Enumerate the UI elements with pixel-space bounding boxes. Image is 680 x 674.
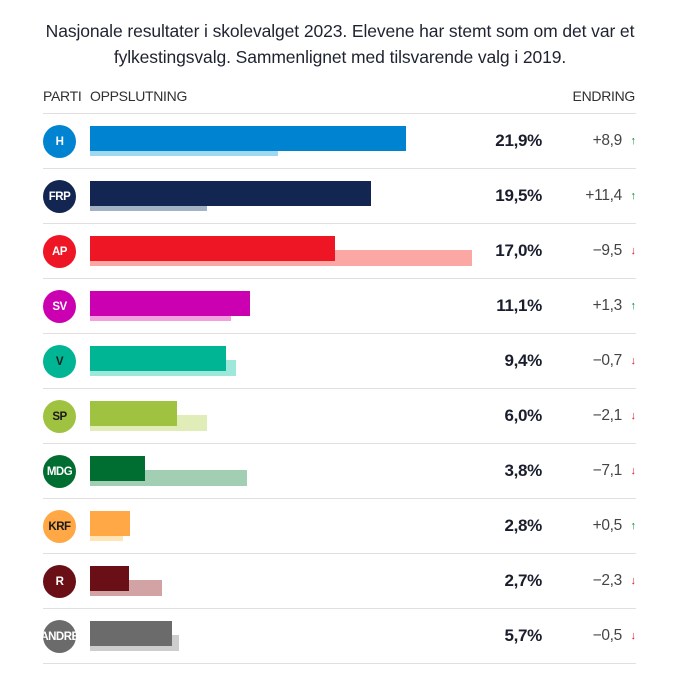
bar-group (90, 279, 490, 333)
arrow-down-icon: ↓ (630, 355, 637, 367)
arrow-down-icon: ↓ (630, 410, 637, 422)
arrow-down-icon: ↓ (630, 465, 637, 477)
bar-2023 (90, 181, 372, 206)
bar-group (90, 609, 490, 663)
party-badge: AP (43, 235, 76, 268)
party-results-list: H 21,9% +8,9 ↑ FRP 19,5% +11,4 ↑ AP 17,0% −9,5 ↓ SV 1… (43, 113, 636, 664)
bar-group (90, 169, 490, 223)
value-label: 3,8% (504, 461, 542, 480)
bar-group (90, 334, 490, 388)
table-row: AP 17,0% −9,5 ↓ (43, 223, 636, 278)
bar-group (90, 554, 490, 608)
table-row: FRP 19,5% +11,4 ↑ (43, 168, 636, 223)
column-header-party: PARTI (43, 88, 82, 104)
bar-2023 (90, 236, 336, 261)
value-label: 11,1% (496, 296, 542, 315)
value-label: 6,0% (504, 406, 542, 425)
arrow-up-icon: ↑ (630, 520, 637, 532)
party-badge: H (43, 125, 76, 158)
bar-2023 (90, 456, 145, 481)
value-label: 19,5% (495, 186, 542, 205)
bar-2023 (90, 291, 251, 316)
bar-2023 (90, 346, 226, 371)
arrow-up-icon: ↑ (630, 300, 637, 312)
change-label: +8,9 (592, 132, 623, 149)
party-badge: SV (43, 290, 76, 323)
bar-2023 (90, 401, 177, 426)
arrow-down-icon: ↓ (630, 575, 637, 587)
value-label: 5,7% (504, 626, 542, 645)
table-row: ANDRE 5,7% −0,5 ↓ (43, 608, 636, 664)
party-badge: R (43, 565, 76, 598)
table-row: SV 11,1% +1,3 ↑ (43, 278, 636, 333)
party-badge: ANDRE (43, 620, 76, 653)
bar-2023 (90, 621, 173, 646)
bar-group (90, 444, 490, 498)
change-label: −0,7 (592, 352, 623, 369)
table-row: V 9,4% −0,7 ↓ (43, 333, 636, 388)
party-badge: V (43, 345, 76, 378)
bar-2023 (90, 566, 129, 591)
arrow-down-icon: ↓ (630, 630, 637, 642)
table-row: H 21,9% +8,9 ↑ (43, 113, 636, 168)
party-badge: MDG (43, 455, 76, 488)
bar-2023 (90, 126, 406, 151)
arrow-up-icon: ↑ (630, 135, 637, 147)
change-label: −0,5 (592, 627, 623, 644)
table-row: SP 6,0% −2,1 ↓ (43, 388, 636, 443)
change-label: −2,3 (592, 572, 623, 589)
bar-group (90, 499, 490, 553)
party-badge: KRF (43, 510, 76, 543)
value-label: 2,8% (504, 516, 542, 535)
change-label: +11,4 (585, 187, 622, 204)
table-row: R 2,7% −2,3 ↓ (43, 553, 636, 608)
bar-group (90, 224, 490, 278)
party-badge: FRP (43, 180, 76, 213)
party-badge: SP (43, 400, 76, 433)
change-label: +0,5 (592, 517, 623, 534)
bar-2023 (90, 511, 131, 536)
change-label: −7,1 (592, 462, 623, 479)
chart-title: Nasjonale resultater i skolevalget 2023.… (45, 21, 635, 67)
value-label: 17,0% (495, 241, 542, 260)
change-label: −9,5 (592, 242, 623, 259)
value-label: 9,4% (504, 351, 542, 370)
arrow-up-icon: ↑ (630, 190, 637, 202)
bar-group (90, 389, 490, 443)
value-label: 2,7% (504, 571, 542, 590)
table-row: MDG 3,8% −7,1 ↓ (43, 443, 636, 498)
arrow-down-icon: ↓ (630, 245, 637, 257)
column-header-support: OPPSLUTNING (90, 88, 188, 104)
table-row: KRF 2,8% +0,5 ↑ (43, 498, 636, 553)
change-label: +1,3 (592, 297, 623, 314)
bar-group (90, 114, 490, 168)
column-header-change: ENDRING (572, 88, 636, 104)
value-label: 21,9% (495, 131, 542, 150)
change-label: −2,1 (592, 407, 623, 424)
